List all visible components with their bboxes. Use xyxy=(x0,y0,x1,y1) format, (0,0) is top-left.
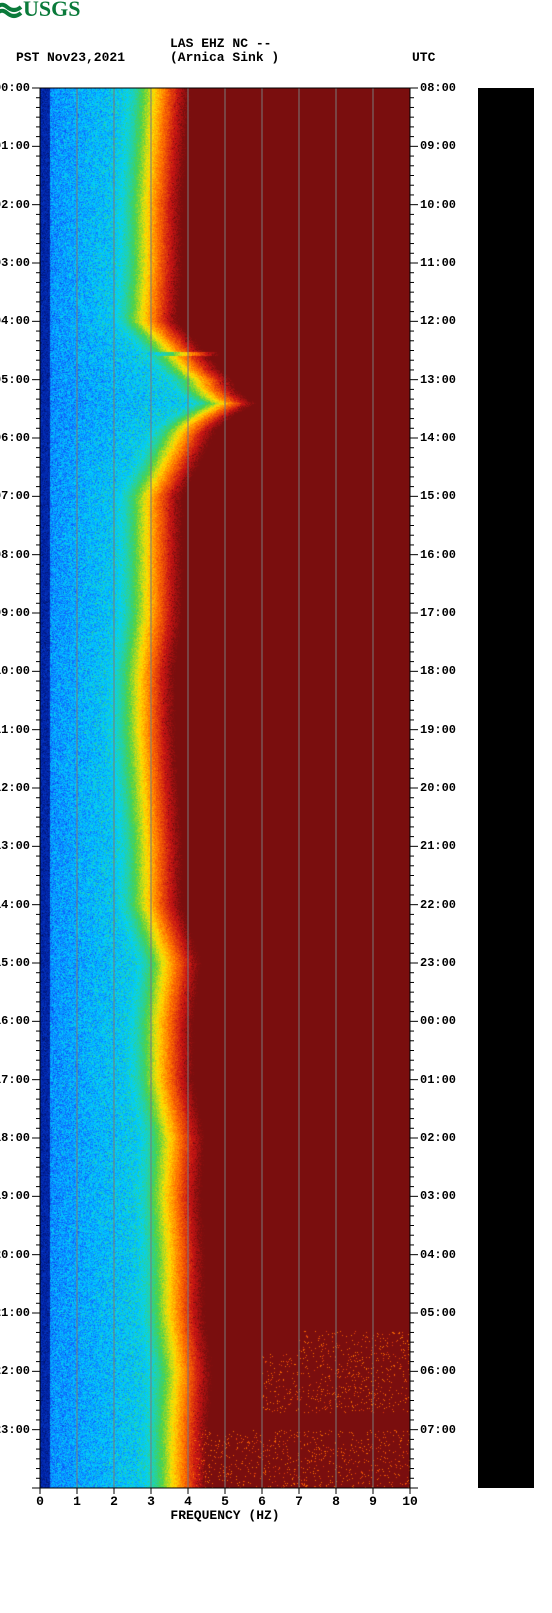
right-tick-label: 20:00 xyxy=(420,781,456,795)
left-tick-label: 04:00 xyxy=(0,314,30,328)
right-tick-label: 03:00 xyxy=(420,1189,456,1203)
left-tick-label: 17:00 xyxy=(0,1073,30,1087)
x-tick-label: 2 xyxy=(110,1494,118,1509)
left-tick-label: 23:00 xyxy=(0,1423,30,1437)
left-tick-label: 01:00 xyxy=(0,139,30,153)
x-tick-label: 3 xyxy=(147,1494,155,1509)
right-tick-label: 10:00 xyxy=(420,198,456,212)
left-tick-label: 05:00 xyxy=(0,373,30,387)
date-label: Nov23,2021 xyxy=(47,50,125,65)
x-tick-label: 4 xyxy=(184,1494,192,1509)
right-tick-label: 11:00 xyxy=(420,256,456,270)
left-tick-label: 16:00 xyxy=(0,1014,30,1028)
left-tick-label: 02:00 xyxy=(0,198,30,212)
right-tick-label: 07:00 xyxy=(420,1423,456,1437)
x-axis-title: FREQUENCY (HZ) xyxy=(170,1508,279,1523)
station-line1: LAS EHZ NC -- xyxy=(170,36,271,51)
right-tick-label: 23:00 xyxy=(420,956,456,970)
x-tick-label: 8 xyxy=(332,1494,340,1509)
right-tick-label: 13:00 xyxy=(420,373,456,387)
right-tick-label: 12:00 xyxy=(420,314,456,328)
right-tick-label: 08:00 xyxy=(420,81,456,95)
station-line2: (Arnica Sink ) xyxy=(170,50,279,65)
right-tick-label: 21:00 xyxy=(420,839,456,853)
left-tick-label: 13:00 xyxy=(0,839,30,853)
x-tick-label: 0 xyxy=(36,1494,44,1509)
left-tick-label: 15:00 xyxy=(0,956,30,970)
left-tick-label: 00:00 xyxy=(0,81,30,95)
left-tick-label: 21:00 xyxy=(0,1306,30,1320)
left-tick-label: 07:00 xyxy=(0,489,30,503)
left-tz-label: PST xyxy=(16,50,39,65)
left-tick-label: 20:00 xyxy=(0,1248,30,1262)
left-tick-label: 18:00 xyxy=(0,1131,30,1145)
right-tick-label: 04:00 xyxy=(420,1248,456,1262)
right-tick-label: 16:00 xyxy=(420,548,456,562)
colorbar xyxy=(478,88,534,1488)
usgs-logo: USGS xyxy=(0,0,95,21)
right-tick-label: 00:00 xyxy=(420,1014,456,1028)
left-tick-label: 11:00 xyxy=(0,723,30,737)
left-tick-label: 10:00 xyxy=(0,664,30,678)
left-tick-label: 06:00 xyxy=(0,431,30,445)
right-tz-label: UTC xyxy=(412,50,435,65)
x-tick-label: 7 xyxy=(295,1494,303,1509)
right-tick-label: 18:00 xyxy=(420,664,456,678)
left-tick-label: 19:00 xyxy=(0,1189,30,1203)
right-tick-label: 06:00 xyxy=(420,1364,456,1378)
x-tick-label: 10 xyxy=(402,1494,418,1509)
right-tick-label: 19:00 xyxy=(420,723,456,737)
usgs-wave-icon: USGS xyxy=(0,0,95,21)
left-tick-label: 22:00 xyxy=(0,1364,30,1378)
left-tick-label: 08:00 xyxy=(0,548,30,562)
left-tick-label: 03:00 xyxy=(0,256,30,270)
x-tick-label: 5 xyxy=(221,1494,229,1509)
x-tick-label: 6 xyxy=(258,1494,266,1509)
left-tick-label: 14:00 xyxy=(0,898,30,912)
x-tick-label: 9 xyxy=(369,1494,377,1509)
left-tick-label: 12:00 xyxy=(0,781,30,795)
right-tick-label: 02:00 xyxy=(420,1131,456,1145)
left-tick-label: 09:00 xyxy=(0,606,30,620)
right-tick-label: 01:00 xyxy=(420,1073,456,1087)
right-tick-label: 15:00 xyxy=(420,489,456,503)
right-tick-label: 22:00 xyxy=(420,898,456,912)
plot-axes xyxy=(40,88,410,1488)
right-tick-label: 14:00 xyxy=(420,431,456,445)
right-tick-label: 09:00 xyxy=(420,139,456,153)
spectrogram-plot xyxy=(40,88,410,1488)
x-tick-label: 1 xyxy=(73,1494,81,1509)
svg-text:USGS: USGS xyxy=(23,0,80,21)
right-tick-label: 17:00 xyxy=(420,606,456,620)
right-tick-label: 05:00 xyxy=(420,1306,456,1320)
